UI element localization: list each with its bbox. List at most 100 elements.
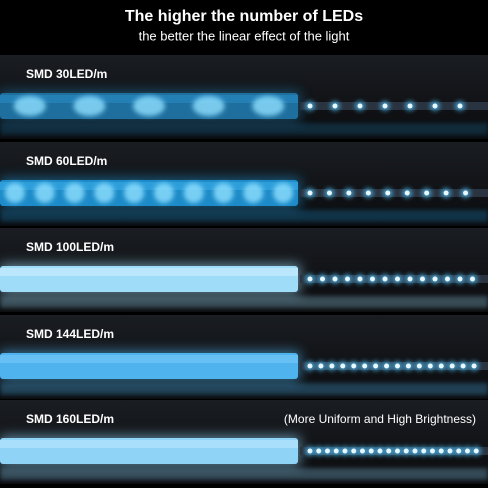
- led: [395, 276, 400, 282]
- row-label: SMD 160LED/m: [26, 412, 114, 426]
- led: [318, 363, 324, 369]
- led: [438, 448, 444, 454]
- led: [395, 363, 400, 369]
- row-label: SMD 100LED/m: [26, 240, 114, 254]
- led: [443, 190, 449, 196]
- led: [360, 448, 365, 454]
- led: [465, 448, 470, 454]
- led-spot: [213, 183, 234, 203]
- tube-highlight: [0, 268, 298, 276]
- led-spot: [64, 183, 85, 203]
- led-spot: [243, 183, 264, 203]
- led: [329, 363, 335, 369]
- led-spot: [4, 183, 25, 203]
- led: [403, 448, 409, 454]
- led: [316, 448, 322, 454]
- led-spot: [252, 96, 285, 116]
- led: [326, 190, 332, 196]
- strip-row: SMD 30LED/m: [0, 55, 488, 139]
- led: [463, 190, 469, 196]
- led: [382, 276, 388, 282]
- tube-highlight: [0, 182, 298, 190]
- led: [362, 363, 368, 369]
- row-label: SMD 30LED/m: [26, 67, 107, 81]
- led-spot: [133, 96, 165, 116]
- led: [325, 448, 330, 454]
- led-spot: [273, 183, 294, 203]
- led: [333, 448, 339, 454]
- led-spot: [192, 96, 225, 116]
- led: [346, 190, 352, 196]
- led: [395, 448, 400, 454]
- led: [351, 363, 357, 369]
- led: [404, 190, 410, 196]
- led: [377, 448, 383, 454]
- led: [416, 363, 422, 369]
- led: [457, 276, 463, 282]
- reflection: [0, 468, 488, 480]
- strip-row: SMD 60LED/m: [0, 142, 488, 226]
- led-spot: [124, 183, 145, 203]
- led: [473, 448, 479, 454]
- tube-highlight: [0, 440, 298, 448]
- led: [470, 276, 475, 282]
- led: [307, 276, 313, 282]
- led: [427, 363, 433, 369]
- led: [365, 190, 371, 196]
- led: [471, 363, 477, 369]
- led: [445, 276, 450, 282]
- led: [457, 103, 463, 109]
- led: [373, 363, 379, 369]
- led-spot: [153, 183, 174, 203]
- led: [432, 103, 438, 109]
- row-label: SMD 144LED/m: [26, 327, 114, 341]
- led-spot: [183, 183, 204, 203]
- led: [421, 448, 427, 454]
- led-strip: [300, 102, 488, 110]
- led: [405, 363, 411, 369]
- led: [307, 448, 313, 454]
- led: [449, 363, 455, 369]
- tube-highlight: [0, 355, 298, 363]
- led: [332, 103, 338, 109]
- led: [438, 363, 444, 369]
- led: [385, 190, 391, 196]
- led: [320, 276, 325, 282]
- led: [357, 103, 363, 109]
- reflection: [0, 123, 488, 135]
- led: [460, 363, 466, 369]
- led: [430, 448, 435, 454]
- led: [384, 363, 390, 369]
- led: [447, 448, 453, 454]
- led: [342, 448, 348, 454]
- led: [407, 103, 413, 109]
- led-spot: [34, 183, 55, 203]
- led: [345, 276, 350, 282]
- reflection: [0, 296, 488, 308]
- led: [370, 276, 375, 282]
- led: [368, 448, 374, 454]
- led: [432, 276, 438, 282]
- led: [420, 276, 425, 282]
- row-label: SMD 60LED/m: [26, 154, 107, 168]
- led: [307, 363, 313, 369]
- led: [351, 448, 357, 454]
- subtitle: the better the linear effect of the ligh…: [139, 28, 350, 43]
- led: [307, 190, 313, 196]
- strip-row: SMD 144LED/m: [0, 315, 488, 399]
- led-spot: [13, 96, 46, 116]
- led-spot: [73, 96, 106, 116]
- title: The higher the number of LEDs: [125, 8, 363, 25]
- led: [412, 448, 418, 454]
- led: [340, 363, 346, 369]
- led: [407, 276, 413, 282]
- led-spot: [94, 183, 115, 203]
- rows: SMD 30LED/m SMD 60LED/m SMD 100LED/m SMD 14…: [0, 55, 488, 484]
- strip-row: SMD 100LED/m: [0, 228, 488, 312]
- strip-row: SMD 160LED/m: [0, 400, 488, 484]
- led: [386, 448, 392, 454]
- led: [382, 103, 388, 109]
- led: [307, 103, 313, 109]
